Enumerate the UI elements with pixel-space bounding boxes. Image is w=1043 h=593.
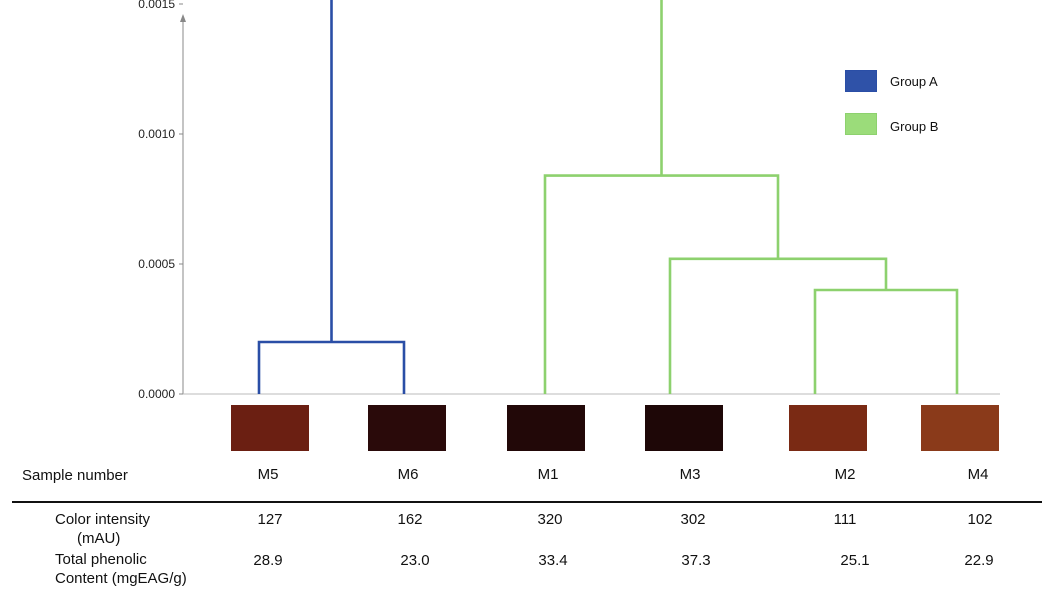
link-m3-m2m4 — [668, 257, 888, 394]
sample-swatch-m2 — [789, 405, 867, 451]
color-intensity-m4: 102 — [967, 511, 993, 528]
color-intensity-m3: 302 — [680, 511, 706, 528]
legend-swatch-group-b — [845, 113, 877, 135]
sample-swatch-m5 — [231, 405, 309, 451]
color-intensity-label-line2: (mAU) — [77, 530, 121, 547]
color-intensity-label-line1: Color intensity — [55, 511, 151, 528]
legend-label-group-b: Group B — [890, 119, 939, 134]
link-m2-m4 — [813, 288, 959, 394]
sample-number-m5: M5 — [257, 466, 279, 483]
phenolic-label-line1: Total phenolic — [55, 551, 147, 568]
color-intensity-m2: 111 — [833, 511, 857, 528]
phenolic-content-m6: 23.0 — [400, 552, 430, 569]
sample-color-swatches — [231, 405, 999, 451]
sample-swatch-m1 — [507, 405, 585, 451]
link-m1-cluster — [543, 174, 780, 394]
y-tick-label: 0.0000 — [138, 387, 175, 401]
color-intensity-m1: 320 — [537, 511, 563, 528]
legend-swatch-group-a — [845, 70, 877, 92]
phenolic-label: Total phenolic Content (mgEAG/g) — [55, 550, 187, 588]
sample-number-m1: M1 — [537, 466, 559, 483]
phenolic-content-m3: 37.3 — [681, 552, 711, 569]
phenolic-content-m2: 25.1 — [840, 552, 870, 569]
phenolic-content-m4: 22.9 — [964, 552, 994, 569]
dendrogram-tree — [257, 0, 959, 394]
sample-number-m4: M4 — [967, 466, 989, 483]
sample-swatch-m4 — [921, 405, 999, 451]
phenolic-label-line2: Content (mgEAG/g) — [55, 570, 187, 587]
phenolic-content-m1: 33.4 — [538, 552, 568, 569]
table-divider — [12, 501, 1042, 503]
y-tick-label: 0.0010 — [138, 127, 175, 141]
color-intensity-m5: 127 — [257, 511, 283, 528]
y-tick-label: 0.0015 — [138, 0, 175, 11]
sample-number-label: Sample number — [22, 467, 128, 484]
sample-swatch-m3 — [645, 405, 723, 451]
phenolic-content-m5: 28.9 — [253, 552, 283, 569]
y-tick-label: 0.0005 — [138, 257, 175, 271]
y-axis-arrow — [180, 14, 186, 22]
legend-label-group-a: Group A — [890, 74, 938, 89]
sample-number-m3: M3 — [679, 466, 701, 483]
sample-number-m2: M2 — [834, 466, 856, 483]
color-intensity-m6: 162 — [397, 511, 423, 528]
link-m5-m6 — [257, 340, 406, 394]
color-intensity-label: Color intensity (mAU) — [55, 510, 150, 548]
sample-swatch-m6 — [368, 405, 446, 451]
sample-number-m6: M6 — [397, 466, 419, 483]
